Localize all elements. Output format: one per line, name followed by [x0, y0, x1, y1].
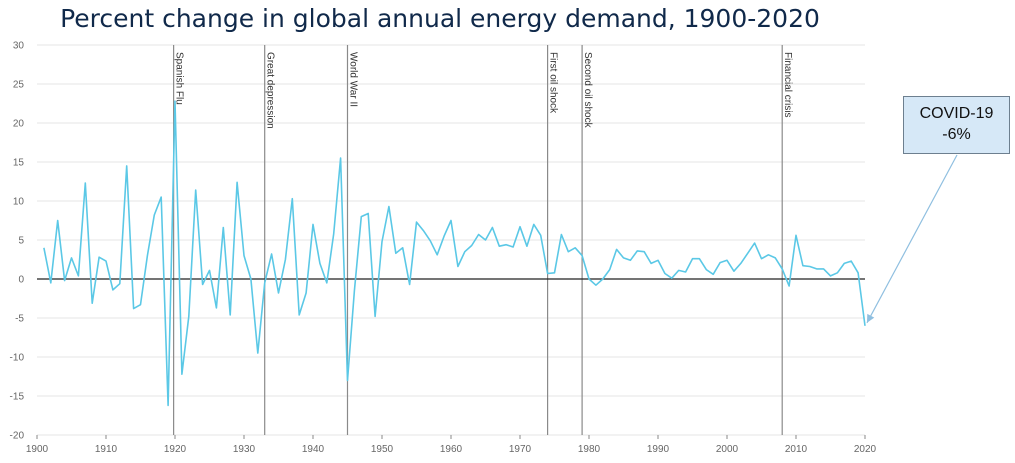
event-label: First oil shock [548, 52, 559, 114]
event-label: Spanish Flu [174, 52, 185, 105]
annotation-arrowhead [867, 313, 875, 323]
y-axis-ticks: 30 25 20 15 10 5 0 -5 -10 -15 -20 [10, 41, 25, 442]
x-tick-label: 1920 [164, 444, 187, 455]
event-label: Financial crisis [782, 52, 793, 118]
y-tick-label: 30 [13, 41, 25, 52]
y-tick-label: -5 [15, 314, 24, 325]
y-tick-label: 0 [18, 275, 24, 286]
chart-title: Percent change in global annual energy d… [60, 4, 820, 33]
x-tick-label: 1990 [647, 444, 670, 455]
covid-annotation-box: COVID-19 -6% [903, 96, 1010, 154]
annotation-arrow [866, 154, 958, 324]
x-axis-ticks: 1900 1910 1920 1930 1940 1950 1960 1970 1980 1990… [26, 435, 877, 455]
event-label: Second oil shock [582, 52, 593, 129]
x-tick-label: 2020 [854, 444, 877, 455]
y-tick-label: -15 [10, 392, 25, 403]
x-tick-label: 1940 [302, 444, 325, 455]
y-tick-label: 10 [13, 197, 25, 208]
x-tick-label: 1910 [95, 444, 118, 455]
y-tick-label: 15 [13, 158, 25, 169]
y-tick-label: -10 [10, 353, 25, 364]
series-line [43, 100, 866, 407]
x-tick-label: 1930 [233, 444, 256, 455]
y-tick-label: -20 [10, 431, 25, 442]
x-tick-label: 1950 [371, 444, 394, 455]
x-tick-label: 1970 [509, 444, 532, 455]
y-tick-label: 25 [13, 80, 25, 91]
event-label: World War II [348, 52, 359, 107]
y-tick-label: 5 [18, 236, 24, 247]
grid-lines [37, 44, 865, 436]
x-tick-label: 1960 [440, 444, 463, 455]
annotation-line1: COVID-19 [919, 105, 994, 122]
y-tick-label: 20 [13, 119, 25, 130]
x-tick-label: 1980 [578, 444, 601, 455]
x-tick-label: 2000 [716, 444, 739, 455]
x-tick-label: 1900 [26, 444, 49, 455]
annotation-line2: -6% [942, 126, 971, 143]
event-label: Great depression [265, 52, 276, 129]
x-tick-label: 2010 [785, 444, 808, 455]
